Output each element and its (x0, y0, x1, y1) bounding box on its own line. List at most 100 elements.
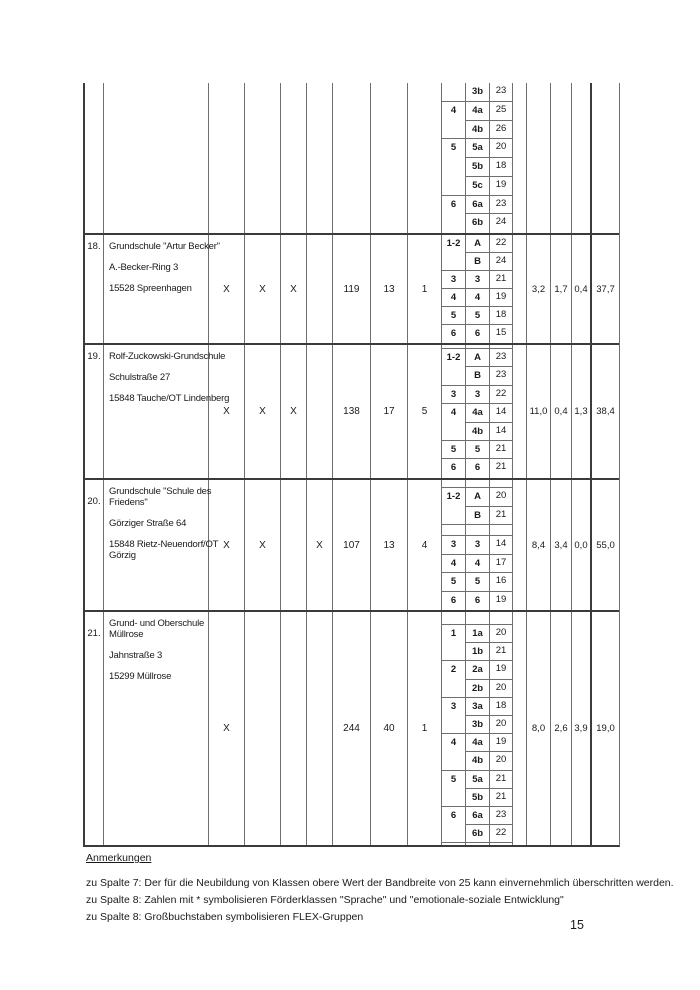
grade-group-cell: 3 (442, 386, 465, 405)
class-size: 22 (490, 825, 512, 844)
row-number-cell: 18. (85, 235, 104, 343)
class-label: 4b (466, 423, 489, 441)
size-column: 23 23 22 14 14 21 21 (490, 345, 513, 478)
grade-label: 5 (450, 443, 457, 455)
checkbox-mark-cell: X (209, 480, 245, 610)
class-size: 23 (490, 349, 512, 368)
class-size: 14 (490, 423, 512, 441)
class-size: 22 (490, 386, 512, 405)
subtable-bottom-gap (490, 843, 512, 845)
stat-cell (551, 83, 572, 233)
subtable-bottom-gap (442, 843, 465, 845)
class-label: A (466, 349, 489, 368)
class-label: 5 (466, 307, 489, 325)
grade-group-cell: 4 (442, 289, 465, 307)
grade-column: 1 2 3 4 5 6 (442, 612, 466, 845)
class-label: 2b (466, 680, 489, 698)
class-label: 5c (466, 177, 489, 196)
class-size: 14 (490, 404, 512, 423)
class-size: 23 (490, 83, 512, 102)
row-number-cell (85, 83, 104, 233)
text-line: Jahnstraße 3 (109, 650, 163, 661)
class-size: 17 (490, 555, 512, 574)
grade-group-cell: 6 (442, 325, 465, 343)
stat-cell (527, 83, 551, 233)
subtable-top-gap (442, 480, 465, 488)
school-address-line: Schulstraße 27 (109, 372, 206, 383)
class-label: 4 (466, 555, 489, 574)
class-size: 21 (490, 643, 512, 662)
count-cell: 4 (408, 480, 442, 610)
class-label: 4a (466, 102, 489, 121)
class-label: 6 (474, 594, 481, 606)
checkbox-mark-cell (281, 480, 307, 610)
grade-column: 4 5 6 (442, 83, 466, 233)
grade-label: 5 (450, 142, 457, 154)
classes-subtable-cell: 1 2 3 4 5 6 1a 1b 2a 2b 3a 3b 4a 4b 5a 5b 6a 6b 20 21 19 20 18… (442, 612, 527, 845)
school-cell: Rolf-Zuckowski-Grundschule Schulstraße 27… (104, 345, 229, 478)
class-size: 21 (490, 271, 512, 289)
stat-cell: 2,6 (551, 612, 572, 845)
classes-subtable-cell: 4 5 6 3b 4a 4b 5a 5b 5c 6a 6b 23 25 26 20 18 19 23 24 (442, 83, 527, 233)
count-cell: 40 (371, 612, 408, 845)
subtable-top-gap (466, 612, 489, 625)
class-label: 3a (466, 698, 489, 716)
size-column: 22 24 21 19 18 15 (490, 235, 513, 343)
class-size: 19 (490, 177, 512, 196)
class-size: 21 (490, 441, 512, 460)
classes-subtable-cell: 1-2 3 4 5 6 A B 3 4 5 6 20 21 14 17 16 19 (442, 480, 527, 610)
school-cell: Grund- und Oberschule Müllrose Jahnstraße … (104, 612, 209, 845)
subtable-spacer (466, 525, 489, 537)
class-size: 21 (490, 789, 512, 807)
stat-cell (592, 83, 619, 233)
school-cell: Grundschule "Schule des Friedens" Görziger… (104, 480, 218, 610)
table-row: 20. Grundschule "Schule des Friedens" Görzi… (85, 478, 619, 610)
class-size: 20 (490, 139, 512, 158)
text-line: Grundschule "Artur Becker" (109, 241, 220, 252)
grade-label: 4 (450, 737, 457, 749)
class-label: 3 (466, 386, 489, 405)
class-size: 20 (490, 488, 512, 507)
checkbox-mark-cell (307, 612, 333, 845)
school-address-line: Görziger Straße 64 (109, 518, 206, 529)
grade-group-cell: 6 (442, 592, 465, 610)
grade-group-cell: 1-2 (442, 349, 465, 386)
grade-group-cell: 6 (442, 196, 465, 234)
grade-column: 1-2 3 4 5 6 (442, 345, 466, 478)
stat-cell: 19,0 (596, 723, 615, 734)
class-label: 4b (466, 752, 489, 771)
class-label: 3 (466, 271, 489, 289)
count-cell: 17 (371, 345, 408, 478)
grade-label: 1-2 (446, 238, 461, 249)
class-label: 6b (471, 217, 484, 229)
class-size: 16 (490, 573, 512, 592)
subtable-top-gap (466, 345, 489, 349)
class-label: 5a (466, 139, 489, 158)
grade-group-cell: 4 (442, 404, 465, 441)
grade-group-cell: 6 (442, 807, 465, 844)
grade-label: 5 (450, 310, 457, 321)
class-label: 5b (466, 789, 489, 807)
stat-cell: 11,0 (527, 345, 551, 478)
class-label: 6 (474, 328, 481, 339)
grade-group-cell: 5 (442, 771, 465, 807)
class-label: B (466, 367, 489, 386)
grade-group-cell: 1-2 (442, 235, 465, 271)
checkbox-mark-cell: X (209, 235, 245, 343)
class-label: 4a (466, 404, 489, 423)
stat-cell: 1,3 (572, 345, 592, 478)
school-address-line: 15848 Tauche/OT Lindenberg (109, 393, 229, 404)
class-label: 4b (466, 121, 489, 140)
subtable-top-gap (442, 345, 465, 349)
class-size: 14 (490, 536, 512, 555)
grade-group-cell: 5 (442, 573, 465, 592)
grade-group-cell: 2 (442, 661, 465, 698)
class-label: 5b (466, 158, 489, 177)
checkbox-mark-cell (281, 612, 307, 845)
class-size: 24 (490, 253, 512, 271)
class-label: B (466, 253, 489, 271)
grade-label: 1 (450, 628, 457, 639)
grade-label: 1-2 (446, 352, 461, 363)
